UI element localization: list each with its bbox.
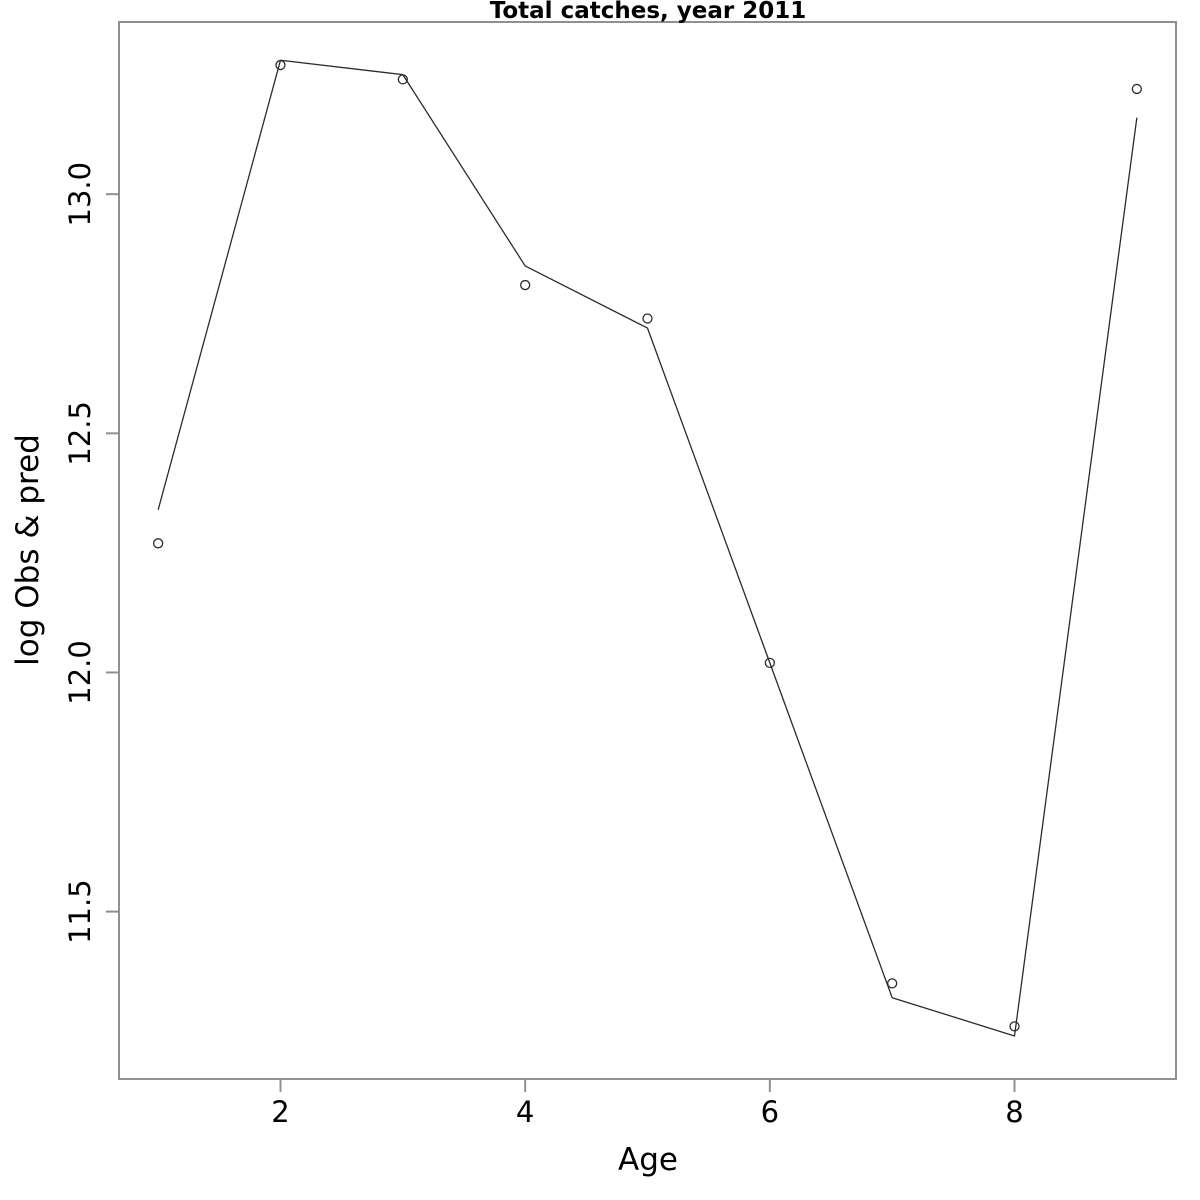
plot-box — [118, 21, 1177, 1080]
observed-point — [152, 538, 164, 549]
data-series — [152, 59, 1143, 1037]
observed-point — [642, 313, 653, 324]
y-tick-label: 13.0 — [63, 162, 97, 227]
x-axis-label: Age — [618, 1142, 678, 1178]
y-tick-label: 12.5 — [63, 401, 97, 466]
predicted-line — [157, 59, 1138, 1037]
y-axis-label: log Obs & pred — [10, 434, 46, 666]
x-tick-label: 6 — [761, 1095, 779, 1129]
observed-point — [887, 978, 898, 989]
observed-point — [1131, 83, 1143, 95]
x-tick-label: 4 — [516, 1095, 534, 1129]
observed-point — [764, 657, 775, 669]
x-tick-label: 8 — [1005, 1095, 1023, 1129]
axis-ticks: 2 4 6 8 11.5 12.0 12.5 13.0 — [63, 162, 1024, 1129]
chart-title: Total catches, year 2011 — [490, 0, 807, 24]
observed-point — [520, 279, 531, 291]
observed-point — [1009, 1021, 1020, 1032]
y-tick-label: 12.0 — [63, 640, 97, 705]
y-tick-label: 11.5 — [63, 879, 97, 944]
x-tick-label: 2 — [271, 1095, 289, 1129]
